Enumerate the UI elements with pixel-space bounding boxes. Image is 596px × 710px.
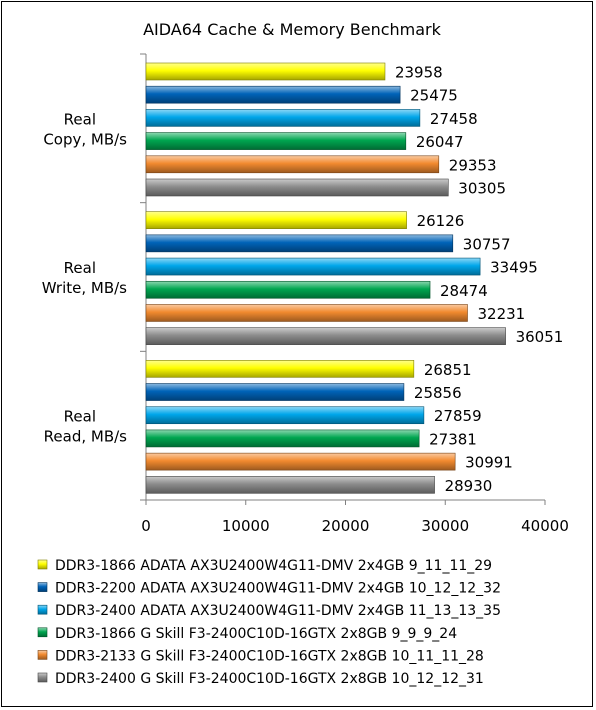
value-label: 27458 <box>430 110 478 128</box>
category-labels: Real Copy, MB/s Real Write, MB/s Real Read, M… <box>42 110 127 445</box>
category-label: Real Copy, MB/s <box>43 110 127 148</box>
value-label: 30991 <box>465 454 513 472</box>
value-label: 27859 <box>434 407 482 425</box>
legend-entry: DDR3-1866 G Skill F3-2400C10D-16GTX 2x8G… <box>55 626 457 642</box>
value-label: 26047 <box>416 133 464 151</box>
category-label: Real Read, MB/s <box>44 408 128 446</box>
legend-entry: DDR3-2400 G Skill F3-2400C10D-16GTX 2x8G… <box>55 671 484 687</box>
legend-swatch <box>37 559 48 570</box>
value-label: 33495 <box>490 259 538 277</box>
value-label: 30305 <box>458 180 506 198</box>
bar <box>145 132 407 150</box>
bar <box>145 234 454 253</box>
legend-entry: DDR3-2200 ADATA AX3U2400W4G11-DMV 2x4GB … <box>55 581 501 597</box>
value-label: 28474 <box>440 282 488 300</box>
legend-swatch <box>37 650 48 660</box>
bar <box>145 476 435 494</box>
bar <box>145 155 440 174</box>
bar <box>145 257 481 276</box>
category-label: Real Write, MB/s <box>42 259 127 297</box>
legend-entry: DDR3-2133 G Skill F3-2400C10D-16GTX 2x8G… <box>55 648 484 664</box>
bar <box>145 452 456 471</box>
value-label: 26851 <box>424 361 472 379</box>
x-tick-label: 40000 <box>521 517 569 535</box>
bar <box>145 304 468 322</box>
legend-swatch <box>37 672 48 683</box>
bar <box>145 383 405 401</box>
value-label: 27381 <box>429 430 477 448</box>
value-label: 30757 <box>463 235 511 253</box>
legend-entry: DDR3-1866 ADATA AX3U2400W4G11-DMV 2x4GB … <box>55 558 492 574</box>
bar <box>145 85 401 104</box>
legend-swatch <box>37 627 48 638</box>
bar <box>145 327 506 345</box>
x-tick-label: 10000 <box>222 517 270 535</box>
legend-swatch <box>37 582 48 592</box>
value-label: 29353 <box>449 156 497 174</box>
value-label: 32231 <box>478 305 526 323</box>
value-label: 25856 <box>414 384 462 402</box>
x-tick-label: 30000 <box>421 517 469 535</box>
x-tick-label: 0 <box>141 517 151 535</box>
bar <box>145 280 431 299</box>
value-labels: 23958 25475 27458 26047 29353 30305 26126 30757… <box>395 64 563 495</box>
x-tick-labels: 0 10000 20000 30000 40000 <box>141 517 569 535</box>
legend-entry: DDR3-2400 ADATA AX3U2400W4G11-DMV 2x4GB … <box>55 603 501 619</box>
chart-title: AIDA64 Cache & Memory Benchmark <box>143 20 442 39</box>
bar <box>145 406 425 425</box>
value-label: 23958 <box>395 64 443 82</box>
value-label: 28930 <box>445 477 493 495</box>
value-label: 25475 <box>410 87 458 105</box>
legend-swatch <box>37 604 48 615</box>
bar <box>145 360 415 378</box>
value-label: 26126 <box>417 212 465 230</box>
axes <box>140 53 546 505</box>
bars <box>145 62 506 494</box>
bar <box>145 109 421 127</box>
legend: DDR3-1866 ADATA AX3U2400W4G11-DMV 2x4GB … <box>37 558 501 687</box>
x-tick-label: 20000 <box>322 517 370 535</box>
bar <box>145 211 407 229</box>
bar <box>145 429 420 448</box>
bar <box>145 62 386 81</box>
value-label: 36051 <box>516 328 564 346</box>
bar <box>145 178 449 197</box>
